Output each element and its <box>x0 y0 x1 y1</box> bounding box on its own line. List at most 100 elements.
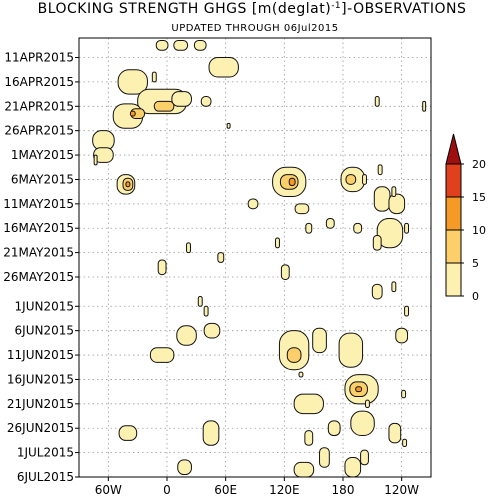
blocking-region <box>404 305 410 317</box>
blocking-region <box>362 174 367 185</box>
blocking-region <box>402 438 408 448</box>
blocking-region <box>217 252 225 263</box>
colorbar-tick-label: 20 <box>472 158 486 171</box>
blocking-region <box>305 222 313 234</box>
blocking-region <box>171 91 192 107</box>
blocking-region <box>293 393 324 415</box>
y-tick-label: 16MAY2015 <box>3 221 74 235</box>
y-tick-label: 11APR2015 <box>4 51 74 65</box>
blocking-region <box>193 39 207 51</box>
colorbar: 0 5 10 15 20 <box>445 133 486 303</box>
blocking-region <box>373 186 391 212</box>
y-tick-label: 6MAY2015 <box>11 172 74 186</box>
colorbar-swatch <box>445 229 462 264</box>
colorbar-swatch <box>445 163 462 198</box>
blocking-region <box>93 147 114 163</box>
y-tick-label: 26MAY2015 <box>3 270 74 284</box>
blocking-region <box>401 389 407 399</box>
blocking-region <box>125 181 131 188</box>
colorbar-tick-label: 5 <box>472 257 479 270</box>
y-tick-label: 21JUN2015 <box>7 397 74 411</box>
blocking-region <box>360 449 369 466</box>
blocking-region <box>319 447 330 468</box>
y-tick-label: 16JUN2015 <box>7 372 74 386</box>
blocking-region <box>155 39 169 51</box>
blocking-region <box>344 456 362 478</box>
blocking-region <box>275 237 280 249</box>
blocking-region <box>247 198 259 210</box>
blocking-region <box>203 305 209 317</box>
x-tick-label: 120E <box>269 483 300 497</box>
blocking-region <box>388 193 406 215</box>
plot-frame <box>78 37 432 478</box>
blocking-region <box>177 459 192 476</box>
blocking-region <box>93 154 98 166</box>
x-tick-label: 180 <box>332 483 355 497</box>
blocking-region <box>286 347 302 363</box>
blocking-region <box>350 410 375 437</box>
x-tick-label: 120W <box>384 483 419 497</box>
blocking-region <box>345 174 357 185</box>
chart-title: BLOCKING STRENGTH GHGS [m(deglat)-1]-OBS… <box>38 1 467 17</box>
blocking-region <box>327 420 341 437</box>
colorbar-swatch <box>445 196 462 231</box>
blocking-region <box>129 110 136 117</box>
x-tick-label: 60W <box>95 483 122 497</box>
blocking-region <box>294 203 310 215</box>
blocking-region <box>374 96 380 107</box>
blocking-region <box>376 217 404 249</box>
x-axis: 60W 0 60E 120E 180 120W <box>95 477 419 497</box>
blocking-region <box>153 100 175 112</box>
blocking-region <box>395 327 409 344</box>
blocking-region <box>176 325 197 346</box>
blocking-region <box>151 71 157 83</box>
chart-subtitle: UPDATED THROUGH 06Jul2015 <box>171 23 338 34</box>
blocking-region <box>298 371 304 378</box>
blocking-region <box>371 283 383 300</box>
blocking-region <box>355 386 363 393</box>
colorbar-overflow-triangle <box>445 133 462 165</box>
y-tick-label: 26APR2015 <box>4 124 74 138</box>
y-tick-label: 1JUN2015 <box>15 299 74 313</box>
blocking-region <box>304 430 314 446</box>
y-axis: 11APR2015 16APR2015 21APR2015 26APR2015 1MAY… <box>3 51 79 484</box>
blocking-region <box>157 259 167 276</box>
blocking-region <box>288 177 296 187</box>
y-tick-label: 6JUL2015 <box>17 470 74 484</box>
blocking-region <box>149 347 175 363</box>
y-tick-label: 11MAY2015 <box>3 197 74 211</box>
y-tick-label: 26JUN2015 <box>7 421 74 435</box>
blocking-region <box>197 296 203 307</box>
blocking-region <box>353 222 363 234</box>
colorbar-swatch <box>445 262 462 297</box>
y-tick-label: 6JUN2015 <box>15 324 74 338</box>
blocking-region <box>391 281 397 293</box>
blocking-region <box>186 242 191 254</box>
blocking-region <box>325 217 335 229</box>
blocking-region <box>404 222 410 234</box>
blocking-region <box>202 420 220 446</box>
blocking-region <box>422 100 427 112</box>
x-tick-label: 60E <box>214 483 237 497</box>
y-tick-label: 11JUN2015 <box>7 348 74 362</box>
blocking-region <box>117 69 148 95</box>
colorbar-tick-label: 15 <box>472 191 486 204</box>
blocking-region <box>391 186 397 198</box>
colorbar-tick-label: 0 <box>472 290 479 303</box>
blocking-region <box>293 461 315 478</box>
blocking-region <box>372 235 382 251</box>
blocking-region <box>118 425 138 441</box>
blocking-region <box>388 422 402 444</box>
y-tick-label: 21APR2015 <box>4 99 74 113</box>
blocking-region <box>200 96 212 107</box>
y-tick-label: 1JUL2015 <box>17 446 74 460</box>
y-tick-label: 21MAY2015 <box>3 246 74 260</box>
blocking-region <box>208 57 239 78</box>
blocking-region <box>338 332 364 368</box>
blocking-region <box>312 327 327 354</box>
blob-layer <box>92 39 427 478</box>
blocking-region <box>364 399 370 408</box>
blocking-region <box>173 39 189 51</box>
y-tick-label: 1MAY2015 <box>11 148 74 162</box>
colorbar-tick-label: 10 <box>472 224 486 237</box>
